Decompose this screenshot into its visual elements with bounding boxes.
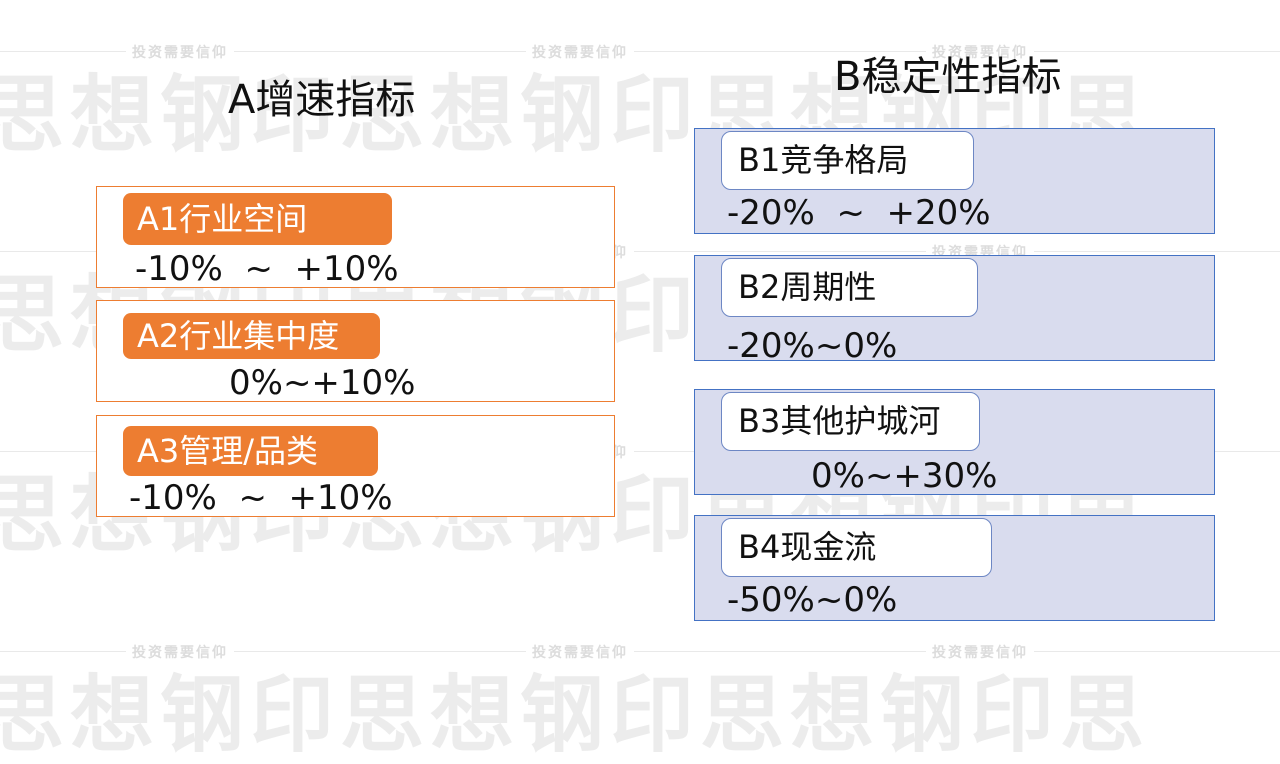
a1-card: A1行业空间 -10% ~ +10% [96, 186, 615, 289]
a3-range: -10% ~ +10% [129, 478, 393, 518]
b4-label: B4现金流 [721, 518, 992, 577]
b1-range: -20% ~ +20% [727, 193, 991, 233]
watermark-line [0, 251, 1280, 252]
watermark-slogan: 投资需要信仰 [126, 642, 234, 662]
watermark-brand-row: 思想钢印思想钢印思想钢印思 [0, 666, 1151, 764]
watermark-line [0, 651, 1280, 652]
a2-range: 0%~+10% [229, 363, 416, 403]
watermark-line [0, 51, 1280, 52]
a2-card: A2行业集中度 0%~+10% [96, 300, 615, 403]
section-b-title: B稳定性指标 [834, 54, 1062, 100]
b2-range: -20%~0% [727, 326, 898, 366]
b4-card: B4现金流 -50%~0% [694, 515, 1215, 621]
a1-range: -10% ~ +10% [135, 249, 399, 289]
a3-label: A3管理/品类 [123, 426, 378, 476]
a3-card: A3管理/品类 -10% ~ +10% [96, 415, 615, 518]
a1-label: A1行业空间 [123, 193, 392, 245]
watermark-slogan: 投资需要信仰 [526, 642, 634, 662]
watermark-slogan: 投资需要信仰 [126, 42, 234, 62]
b1-card: B1竞争格局 -20% ~ +20% [694, 128, 1215, 234]
b2-card: B2周期性 -20%~0% [694, 255, 1215, 366]
watermark-line [0, 451, 1280, 452]
b3-label: B3其他护城河 [721, 392, 980, 451]
section-a-title: A增速指标 [228, 77, 416, 123]
b3-range: 0%~+30% [811, 456, 998, 496]
watermark-slogan: 投资需要信仰 [926, 42, 1034, 62]
b4-range: -50%~0% [727, 580, 898, 620]
a2-label: A2行业集中度 [123, 313, 380, 359]
watermark-slogan: 投资需要信仰 [926, 642, 1034, 662]
b3-card: B3其他护城河 0%~+30% [694, 389, 1215, 496]
b2-label: B2周期性 [721, 258, 978, 317]
b1-label: B1竞争格局 [721, 131, 974, 190]
watermark-slogan: 投资需要信仰 [526, 42, 634, 62]
